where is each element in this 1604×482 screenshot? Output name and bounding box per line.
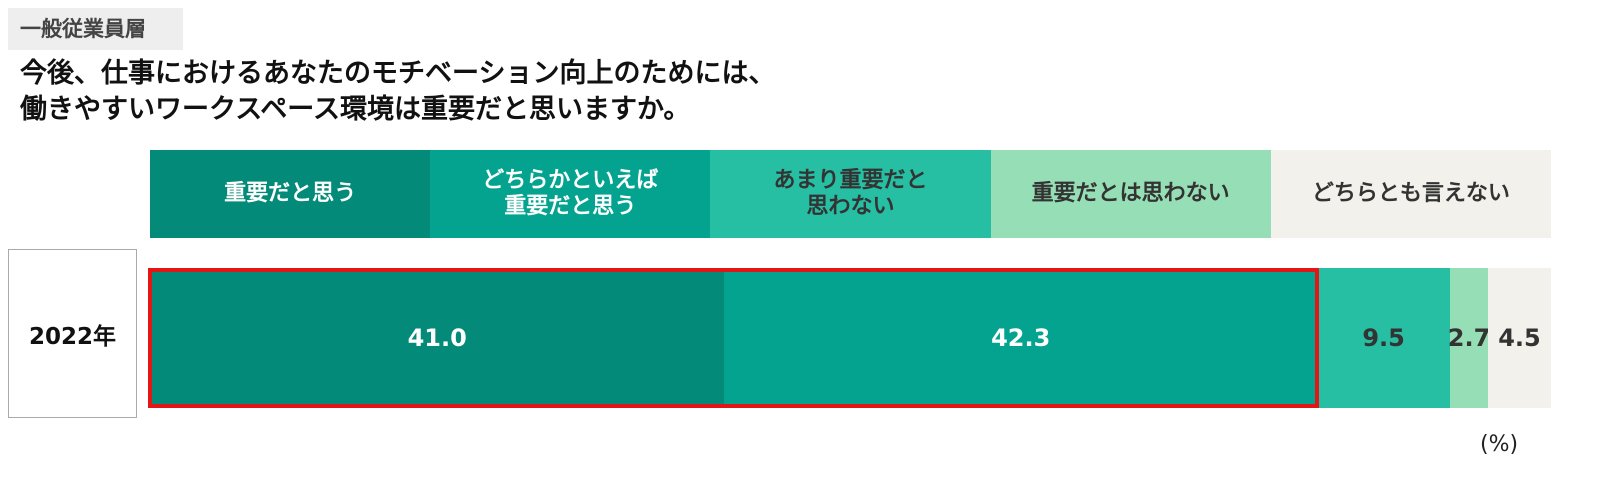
value-label: 2.7 xyxy=(1447,324,1491,352)
legend-entry: 重要だとは思わない xyxy=(990,150,1271,238)
value-label: 4.5 xyxy=(1498,324,1541,352)
legend-entry: どちらとも言えない xyxy=(1270,150,1551,238)
bar-segment xyxy=(1317,268,1451,408)
value-label: 42.3 xyxy=(991,324,1051,352)
tag: 一般従業員層 xyxy=(8,8,183,50)
bar-segment xyxy=(1450,268,1488,408)
bar-segment xyxy=(1487,268,1551,408)
legend-entry: どちらかといえば 重要だと思う xyxy=(430,150,711,238)
unit-label: (%) xyxy=(1480,432,1519,457)
legend-entry: 重要だと思う xyxy=(150,150,431,238)
category-label: 2022年 xyxy=(8,249,137,418)
value-label: 41.0 xyxy=(407,324,467,352)
bar-segment xyxy=(724,268,1318,408)
chart-title: 今後、仕事におけるあなたのモチベーション向上のためには、 働きやすいワークスペー… xyxy=(20,58,776,125)
legend-entry: あまり重要だと 思わない xyxy=(710,150,991,238)
highlight-box xyxy=(148,268,1320,408)
bar-segment xyxy=(150,268,725,408)
value-label: 9.5 xyxy=(1362,324,1405,352)
